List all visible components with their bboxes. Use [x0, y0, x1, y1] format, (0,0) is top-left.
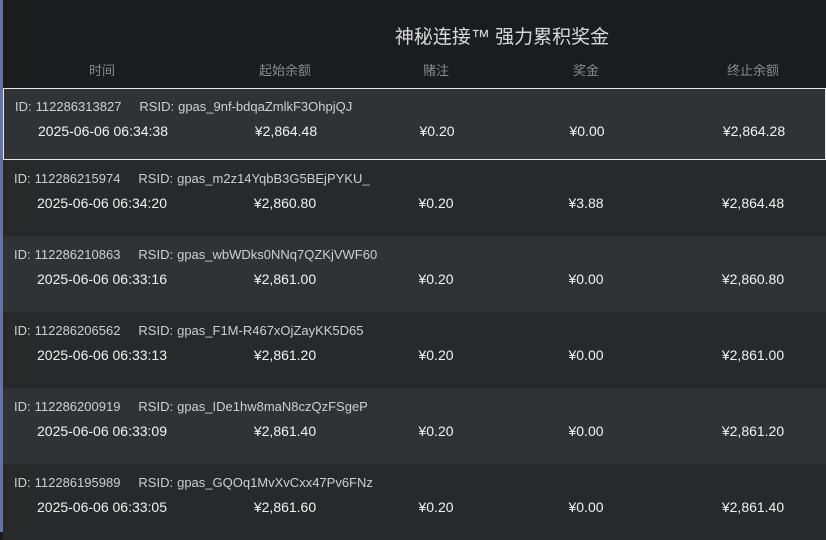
row-meta: ID: 112286210863 RSID: gpas_wbWDks0NNq7QZKj…	[14, 247, 381, 262]
row-end-balance: ¥2,861.40	[721, 499, 785, 515]
row-meta: ID: 112286215974 RSID: gpas_m2z14YqbB3G5BEj…	[14, 171, 374, 186]
page-title: 神秘连接™ 强力累积奖金	[394, 27, 610, 48]
column-header-end-balance: 终止余额	[726, 63, 780, 78]
row-meta: ID: 112286313827 RSID: gpas_9nf-bdqaZmlkF3O…	[15, 99, 356, 114]
row-bet: ¥0.20	[418, 195, 454, 211]
rsid-value: gpas_GQOq1MvXvCxx47Pv6FNz	[177, 475, 373, 490]
round-id: 112286206562	[34, 323, 121, 338]
row-prize: ¥0.00	[569, 123, 605, 139]
row-time: 2025-06-06 06:33:13	[37, 347, 167, 363]
row-meta: ID: 112286206562 RSID: gpas_F1M-R467xOjZayK…	[14, 323, 368, 338]
row-time: 2025-06-06 06:34:20	[37, 195, 167, 211]
column-header-start-balance: 起始余额	[258, 63, 312, 78]
row-bet: ¥0.20	[419, 123, 455, 139]
rsid-label: RSID:	[138, 247, 174, 262]
row-end-balance: ¥2,860.80	[721, 271, 785, 287]
rsid-label: RSID:	[139, 99, 175, 114]
rsid-value: gpas_m2z14YqbB3G5BEjPYKU_	[177, 171, 370, 186]
history-row[interactable]: ID: 112286200919 RSID: gpas_IDe1hw8maN8czQz…	[3, 388, 826, 464]
row-start-balance: ¥2,860.80	[253, 195, 317, 211]
rsid-value: gpas_F1M-R467xOjZayKK5D65	[177, 323, 364, 338]
row-prize: ¥0.00	[568, 347, 604, 363]
row-prize: ¥0.00	[568, 499, 604, 515]
row-bet: ¥0.20	[418, 347, 454, 363]
row-start-balance: ¥2,861.20	[253, 347, 317, 363]
round-id: 112286200919	[34, 399, 121, 414]
history-row[interactable]: ID: 112286195989 RSID: gpas_GQOq1MvXvCxx47P…	[3, 464, 826, 540]
rsid-value: gpas_9nf-bdqaZmlkF3OhpjQJ	[178, 99, 353, 114]
row-bet: ¥0.20	[418, 499, 454, 515]
row-time: 2025-06-06 06:33:16	[37, 271, 167, 287]
rsid-label: RSID:	[138, 475, 174, 490]
history-row[interactable]: ID: 112286210863 RSID: gpas_wbWDks0NNq7QZKj…	[3, 236, 826, 312]
rsid-label: RSID:	[138, 171, 174, 186]
row-time: 2025-06-06 06:33:05	[37, 499, 167, 515]
history-row[interactable]: ID: 112286215974 RSID: gpas_m2z14YqbB3G5BEj…	[3, 160, 826, 236]
rsid-label: RSID:	[138, 399, 174, 414]
history-list: ID: 112286313827 RSID: gpas_9nf-bdqaZmlkF3O…	[3, 88, 826, 540]
round-id: 112286195989	[34, 475, 121, 490]
column-header-time: 时间	[88, 63, 116, 78]
round-id: 112286210863	[34, 247, 121, 262]
column-header-bet: 赌注	[422, 63, 450, 78]
rsid-value: gpas_IDe1hw8maN8czQzFSgeP	[177, 399, 368, 414]
history-row[interactable]: ID: 112286206562 RSID: gpas_F1M-R467xOjZayK…	[3, 312, 826, 388]
row-end-balance: ¥2,861.00	[721, 347, 785, 363]
row-meta: ID: 112286200919 RSID: gpas_IDe1hw8maN8czQz…	[14, 399, 372, 414]
round-id: 112286313827	[35, 99, 122, 114]
row-start-balance: ¥2,861.40	[253, 423, 317, 439]
row-start-balance: ¥2,861.00	[253, 271, 317, 287]
row-meta: ID: 112286195989 RSID: gpas_GQOq1MvXvCxx47P…	[14, 475, 377, 490]
row-bet: ¥0.20	[418, 271, 454, 287]
id-label: ID:	[14, 475, 31, 490]
row-end-balance: ¥2,864.28	[722, 123, 786, 139]
row-prize: ¥0.00	[568, 423, 604, 439]
id-label: ID:	[14, 399, 31, 414]
id-label: ID:	[14, 323, 31, 338]
row-end-balance: ¥2,864.48	[721, 195, 785, 211]
id-label: ID:	[15, 99, 32, 114]
id-label: ID:	[14, 247, 31, 262]
column-header-prize: 奖金	[572, 63, 600, 78]
rsid-label: RSID:	[138, 323, 174, 338]
id-label: ID:	[14, 171, 31, 186]
row-start-balance: ¥2,864.48	[254, 123, 318, 139]
history-row[interactable]: ID: 112286313827 RSID: gpas_9nf-bdqaZmlkF3O…	[3, 88, 826, 160]
row-prize: ¥0.00	[568, 271, 604, 287]
row-time: 2025-06-06 06:34:38	[38, 123, 168, 139]
row-prize: ¥3.88	[568, 195, 604, 211]
window-edge	[0, 0, 3, 532]
row-end-balance: ¥2,861.20	[721, 423, 785, 439]
round-id: 112286215974	[34, 171, 121, 186]
row-start-balance: ¥2,861.60	[253, 499, 317, 515]
row-bet: ¥0.20	[418, 423, 454, 439]
row-time: 2025-06-06 06:33:09	[37, 423, 167, 439]
rsid-value: gpas_wbWDks0NNq7QZKjVWF60	[177, 247, 378, 262]
